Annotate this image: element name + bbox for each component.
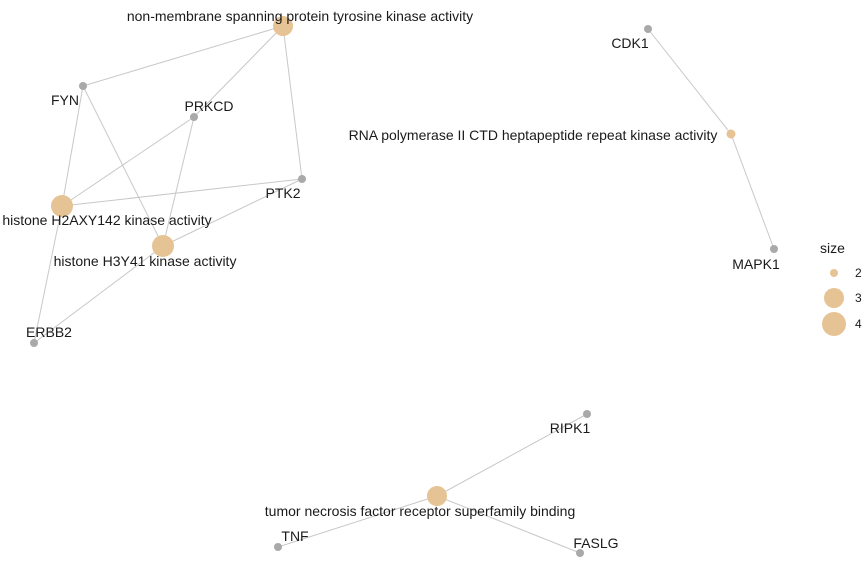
edge-term_h3y41-gene_prkcd [162,116,195,247]
edge-term_nonmembrane-gene_fyn [82,25,284,87]
node-mapk1 [770,245,778,253]
node-prkcd [190,113,198,121]
edge-term_tnfr-gene_faslg [436,495,581,554]
node-erbb2 [30,339,38,347]
label-cdk1: CDK1 [611,35,649,51]
edge-term_tnfr-gene_tnf [277,495,438,548]
edge-term_rnapol-gene_mapk1 [730,133,775,250]
node-histone-h3y41-kinase [152,235,174,257]
node-tnf [274,543,282,551]
edge-term_h2axy142-gene_prkcd [61,116,195,207]
node-cdk1 [644,25,652,33]
legend-symbol-2 [830,269,838,277]
legend-label-3: 3 [855,291,862,305]
network-edges [33,25,775,554]
edge-term_rnapol-gene_cdk1 [647,28,732,135]
label-rna-polymerase-kinase: RNA polymerase II CTD heptapeptide repea… [349,127,718,143]
edge-term_h3y41-gene_ptk2 [162,178,303,247]
edge-term_nonmembrane-gene_ptk2 [282,25,303,180]
edge-term_h3y41-gene_erbb2 [33,245,164,344]
legend-symbol-4 [822,312,846,336]
node-faslg [576,549,584,557]
label-ripk1: RIPK1 [550,420,591,436]
label-prkcd: PRKCD [184,98,233,114]
edge-term_nonmembrane-gene_prkcd [193,25,284,118]
legend-label-4: 4 [855,317,862,331]
label-fyn: FYN [51,92,79,108]
node-fyn [79,82,87,90]
node-nonmembrane-tyrosine-kinase [273,16,293,36]
edge-term_h2axy142-gene_fyn [61,85,84,207]
edge-term_h3y41-gene_fyn [82,85,164,247]
legend-label-2: 2 [855,266,862,280]
node-tnfr-binding [427,486,447,506]
node-ripk1 [583,410,591,418]
node-rna-polymerase-kinase [726,129,736,139]
size-legend: size 2 3 4 [820,240,862,336]
label-mapk1: MAPK1 [732,256,780,272]
legend-symbol-3 [824,288,844,308]
label-ptk2: PTK2 [265,185,300,201]
label-nonmembrane-tyrosine-kinase: non-membrane spanning protein tyrosine k… [127,8,473,24]
edge-term_h2axy142-gene_erbb2 [33,205,63,344]
label-faslg: FASLG [573,535,618,551]
edge-term_tnfr-gene_ripk1 [436,413,588,497]
node-histone-h2axy142-kinase [51,195,73,217]
label-erbb2: ERBB2 [26,324,72,340]
edge-term_h2axy142-gene_ptk2 [61,178,303,207]
label-tnf: TNF [281,528,308,544]
label-histone-h3y41-kinase: histone H3Y41 kinase activity [54,253,237,269]
label-histone-h2axy142-kinase: histone H2AXY142 kinase activity [2,212,211,228]
node-ptk2 [298,175,306,183]
label-tnfr-binding: tumor necrosis factor receptor superfami… [265,503,575,519]
legend-title: size [820,240,845,256]
